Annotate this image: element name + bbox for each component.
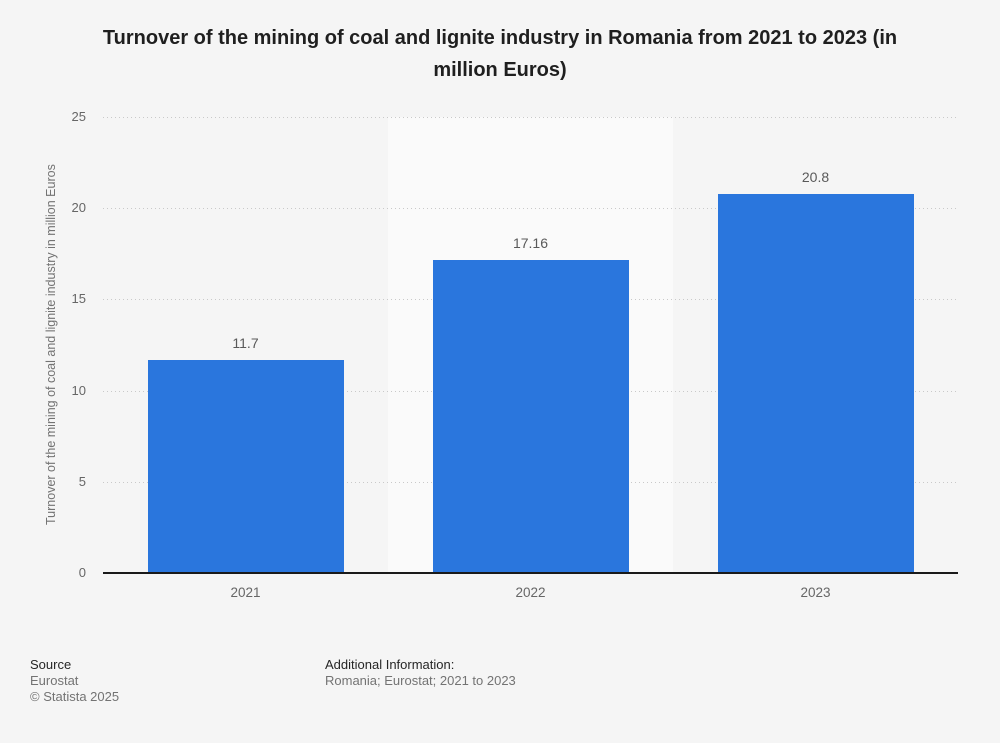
source-label: Source [30, 657, 72, 672]
y-tick-10: 10 [71, 382, 86, 398]
y-tick-0: 0 [78, 565, 86, 580]
y-axis-title: Turnover of the mining of coal and ligni… [44, 164, 58, 526]
additional-info-label: Additional Information: [325, 657, 455, 672]
additional-info-value: Romania; Eurostat; 2021 to 2023 [325, 673, 516, 688]
bar-2022 [432, 260, 629, 573]
y-tick-5: 5 [78, 473, 86, 489]
x-label-2022: 2022 [515, 585, 546, 600]
additional-info-block: Additional Information: Romania; Eurosta… [325, 657, 516, 689]
chart-title: Turnover of the mining of coal and ligni… [102, 27, 898, 81]
bar-2021 [147, 359, 344, 573]
y-tick-25: 25 [71, 109, 86, 124]
bar-value-2021: 11.7 [232, 334, 259, 351]
x-label-2021: 2021 [230, 585, 261, 600]
source-value: Eurostat [30, 673, 79, 688]
y-tick-15: 15 [71, 291, 86, 307]
bar-value-2022: 17.16 [512, 235, 549, 252]
bar-2023 [717, 193, 914, 573]
x-label-2023: 2023 [800, 585, 831, 600]
x-axis-line [103, 572, 958, 574]
source-block: Source Eurostat © Statista 2025 [30, 657, 119, 705]
y-tick-20: 20 [71, 200, 86, 216]
gridline-25 [103, 117, 958, 118]
bar-value-2023: 20.8 [801, 168, 830, 185]
plot-area: 11.7 17.16 20.8 [103, 117, 958, 574]
copyright: © Statista 2025 [30, 689, 120, 704]
gridline-20 [103, 208, 958, 210]
